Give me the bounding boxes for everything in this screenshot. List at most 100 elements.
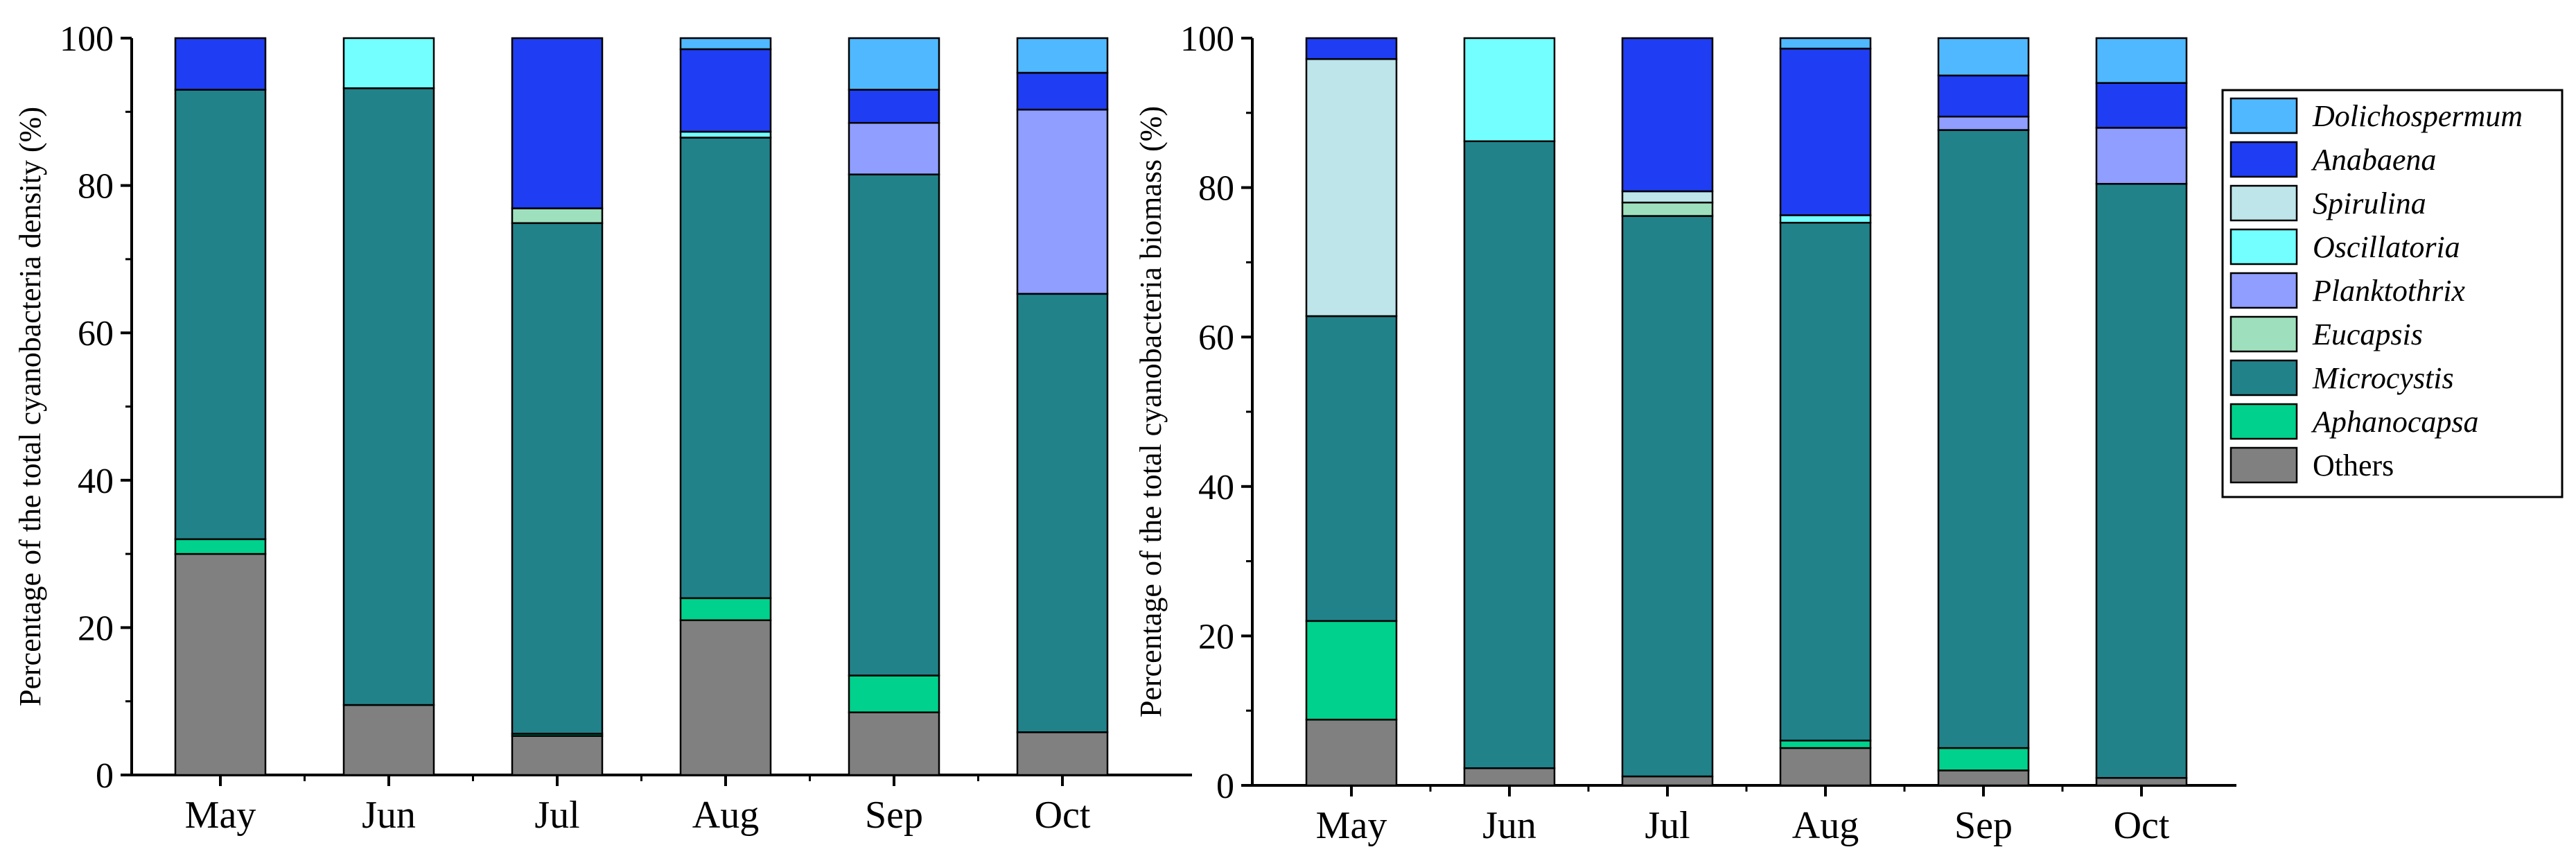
bar-segment-dolichospermum-sep xyxy=(848,37,940,91)
legend-label-aphanocapsa: Aphanocapsa xyxy=(2311,405,2479,439)
bar-segment-others-oct xyxy=(1016,731,1109,776)
bar-segment-others-jul xyxy=(1621,775,1714,787)
legend-swatch-others xyxy=(2229,446,2298,484)
bar-segment-dolichospermum-oct xyxy=(2095,37,2188,84)
bar-segment-spirulina-jul xyxy=(1621,190,1714,204)
legend-swatch-oscillatoria xyxy=(2229,228,2298,265)
bar-segment-dolichospermum-oct xyxy=(1016,37,1109,74)
bar-segment-others-may xyxy=(1305,718,1398,787)
legend-label-planktothrix: Planktothrix xyxy=(2312,274,2465,308)
bar-segment-aphanocapsa-may xyxy=(1305,620,1398,721)
bar-segment-microcystis-may xyxy=(174,89,267,541)
bar-segment-anabaena-sep xyxy=(1937,74,2030,118)
bar-segment-dolichospermum-aug xyxy=(1779,37,1872,50)
bar-segment-microcystis-aug xyxy=(679,137,772,600)
bar-segment-aphanocapsa-sep xyxy=(848,674,940,713)
legend: Dolichospermum Anabaena Spirulina Oscillato… xyxy=(2221,89,2564,498)
bar-segment-others-aug xyxy=(1779,747,1872,787)
bar-segment-anabaena-aug xyxy=(679,48,772,133)
bar-segment-oscillatoria-jun xyxy=(1463,37,1556,143)
biomass-chart: 0 20 40 60 80 100 Percentage of the total cyan… xyxy=(1134,19,2236,847)
bar-segment-microcystis-jul xyxy=(511,222,604,735)
x-tick-label-jun: Jun xyxy=(1482,804,1536,847)
legend-label-anabaena: Anabaena xyxy=(2311,143,2436,177)
density-chart: 0 20 40 60 80 100 Percentage of the total cyan… xyxy=(13,19,1192,837)
legend-swatch-anabaena xyxy=(2229,141,2298,178)
bar-segment-aphanocapsa-aug xyxy=(1779,740,1872,749)
x-tick-label-may: May xyxy=(1316,804,1387,847)
y-tick-label: 60 xyxy=(1198,318,1234,358)
bar-segment-microcystis-jun xyxy=(342,87,435,706)
x-tick-label-oct: Oct xyxy=(1035,794,1091,837)
x-tick-label-sep: Sep xyxy=(1954,804,2013,847)
bar-segment-aphanocapsa-aug xyxy=(679,597,772,622)
bar-segment-oscillatoria-jun xyxy=(342,37,435,89)
bar-segment-others-jul xyxy=(511,735,604,776)
legend-label-microcystis: Microcystis xyxy=(2312,361,2454,395)
y-tick-label: 100 xyxy=(1180,19,1234,59)
bar-segment-others-sep xyxy=(1937,769,2030,787)
y-axis-title: Percentage of the total cyanobacteria de… xyxy=(13,107,47,706)
bar-segment-aphanocapsa-may xyxy=(174,538,267,555)
bar-segment-planktothrix-sep xyxy=(1937,115,2030,131)
legend-swatch-microcystis xyxy=(2229,359,2298,397)
legend-swatch-dolichospermum xyxy=(2229,97,2298,134)
bar-segment-oscillatoria-aug xyxy=(1779,214,1872,224)
y-tick-label: 80 xyxy=(1198,169,1234,209)
bar-segment-planktothrix-oct xyxy=(2095,127,2188,185)
bar-segment-oscillatoria-aug xyxy=(679,130,772,139)
x-tick-label-jul: Jul xyxy=(534,794,579,837)
y-tick-label: 80 xyxy=(78,167,114,207)
bar-segment-spirulina-may xyxy=(1305,58,1398,317)
legend-label-eucapsis: Eucapsis xyxy=(2312,317,2423,351)
x-tick-label-aug: Aug xyxy=(692,794,759,837)
y-tick-label: 0 xyxy=(96,756,114,796)
bar-segment-anabaena-jul xyxy=(511,37,604,209)
bar-segment-planktothrix-sep xyxy=(848,121,940,175)
bar-segment-others-sep xyxy=(848,711,940,776)
bar-segment-microcystis-sep xyxy=(848,173,940,677)
bar-segment-others-oct xyxy=(2095,776,2188,787)
bar-segment-others-aug xyxy=(679,619,772,776)
bar-segment-anabaena-jul xyxy=(1621,37,1714,193)
y-tick-label: 100 xyxy=(60,19,114,59)
bar-segment-planktothrix-oct xyxy=(1016,108,1109,295)
bar-segment-microcystis-sep xyxy=(1937,129,2030,749)
y-tick-label: 40 xyxy=(1198,468,1234,507)
bar-segment-others-jun xyxy=(342,704,435,776)
legend-label-spirulina: Spirulina xyxy=(2313,186,2426,220)
bar-segment-eucapsis-jul xyxy=(511,207,604,225)
bar-segment-anabaena-may xyxy=(174,37,267,91)
bar-segment-microcystis-aug xyxy=(1779,222,1872,742)
x-tick-label-jul: Jul xyxy=(1645,804,1690,847)
y-tick-label: 60 xyxy=(78,314,114,354)
bar-segment-microcystis-oct xyxy=(1016,293,1109,733)
bar-segment-microcystis-oct xyxy=(2095,182,2188,779)
bar-segment-anabaena-oct xyxy=(1016,71,1109,111)
legend-swatch-planktothrix xyxy=(2229,272,2298,309)
bar-segment-dolichospermum-sep xyxy=(1937,37,2030,77)
x-tick-label-sep: Sep xyxy=(865,794,923,837)
bar-segment-eucapsis-jul xyxy=(1621,201,1714,217)
bar-segment-others-jun xyxy=(1463,767,1556,787)
legend-swatch-eucapsis xyxy=(2229,315,2298,353)
x-tick-label-jun: Jun xyxy=(362,794,416,837)
x-tick-label-oct: Oct xyxy=(2114,804,2170,847)
bar-segment-microcystis-may xyxy=(1305,315,1398,622)
bar-segment-anabaena-sep xyxy=(848,89,940,124)
y-tick-label: 20 xyxy=(78,609,114,648)
bar-segment-microcystis-jun xyxy=(1463,140,1556,769)
x-tick-label-may: May xyxy=(185,794,256,837)
legend-label-dolichospermum: Dolichospermum xyxy=(2312,99,2523,133)
y-tick-label: 40 xyxy=(78,462,114,501)
bar-segment-anabaena-may xyxy=(1305,37,1398,60)
bar-segment-microcystis-jul xyxy=(1621,215,1714,778)
bar-segment-anabaena-aug xyxy=(1779,47,1872,216)
legend-swatch-aphanocapsa xyxy=(2229,403,2298,440)
bar-segment-dolichospermum-aug xyxy=(679,37,772,51)
y-axis-title: Percentage of the total cyanobacteria bi… xyxy=(1134,106,1168,717)
legend-label-oscillatoria: Oscillatoria xyxy=(2313,230,2460,264)
bar-segment-aphanocapsa-sep xyxy=(1937,747,2030,772)
y-tick-label: 0 xyxy=(1216,767,1234,806)
